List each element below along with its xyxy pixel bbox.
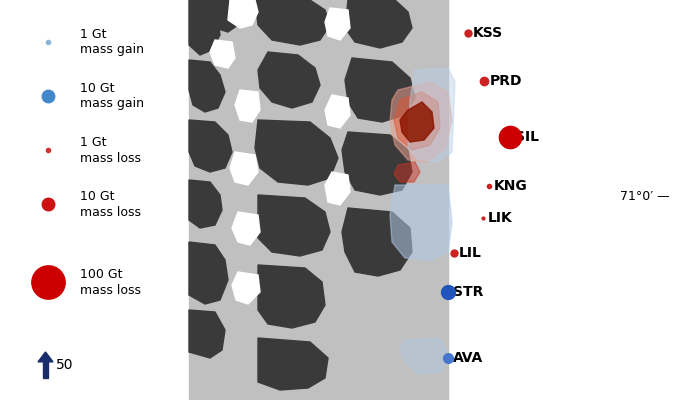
Polygon shape bbox=[258, 195, 330, 256]
Polygon shape bbox=[342, 132, 412, 195]
Polygon shape bbox=[189, 310, 225, 358]
Text: SIL: SIL bbox=[514, 130, 538, 144]
Text: KSS: KSS bbox=[473, 26, 503, 40]
Text: AVA: AVA bbox=[453, 351, 483, 365]
Polygon shape bbox=[235, 90, 260, 122]
Polygon shape bbox=[189, 60, 225, 112]
Polygon shape bbox=[390, 185, 452, 260]
Polygon shape bbox=[345, 58, 415, 122]
Polygon shape bbox=[189, 180, 222, 228]
Polygon shape bbox=[210, 40, 235, 68]
Polygon shape bbox=[189, 0, 220, 55]
Text: 71°0′ —: 71°0′ — bbox=[620, 190, 669, 203]
Text: LIK: LIK bbox=[488, 211, 512, 225]
Polygon shape bbox=[228, 0, 258, 28]
Bar bbox=[43, 359, 48, 378]
Polygon shape bbox=[189, 242, 228, 304]
Text: PRD: PRD bbox=[489, 74, 522, 88]
Text: 10 Gt
mass gain: 10 Gt mass gain bbox=[80, 82, 144, 110]
Polygon shape bbox=[255, 120, 338, 185]
Polygon shape bbox=[258, 52, 320, 108]
Polygon shape bbox=[394, 92, 440, 150]
Text: KNG: KNG bbox=[494, 179, 527, 193]
Text: 50: 50 bbox=[55, 358, 73, 372]
Polygon shape bbox=[394, 162, 420, 182]
Polygon shape bbox=[400, 102, 434, 142]
Bar bbox=[189, 0, 448, 400]
Polygon shape bbox=[325, 172, 350, 205]
Polygon shape bbox=[258, 265, 325, 328]
Polygon shape bbox=[325, 8, 350, 40]
Polygon shape bbox=[189, 120, 232, 172]
Polygon shape bbox=[345, 0, 412, 48]
Polygon shape bbox=[232, 272, 260, 304]
Polygon shape bbox=[200, 0, 240, 32]
Polygon shape bbox=[38, 352, 53, 362]
Polygon shape bbox=[390, 82, 452, 162]
Text: 10 Gt
mass loss: 10 Gt mass loss bbox=[80, 190, 141, 218]
Polygon shape bbox=[255, 0, 330, 45]
Text: STR: STR bbox=[453, 285, 484, 299]
Polygon shape bbox=[232, 212, 260, 245]
Text: 1 Gt
mass loss: 1 Gt mass loss bbox=[80, 136, 141, 164]
Polygon shape bbox=[400, 338, 448, 374]
Text: 100 Gt
mass loss: 100 Gt mass loss bbox=[80, 268, 141, 296]
Text: 1 Gt
mass gain: 1 Gt mass gain bbox=[80, 28, 144, 56]
Polygon shape bbox=[230, 152, 258, 185]
Polygon shape bbox=[325, 95, 350, 128]
Polygon shape bbox=[342, 208, 412, 276]
Polygon shape bbox=[258, 338, 328, 390]
Text: LIL: LIL bbox=[458, 246, 482, 260]
Polygon shape bbox=[408, 68, 455, 162]
